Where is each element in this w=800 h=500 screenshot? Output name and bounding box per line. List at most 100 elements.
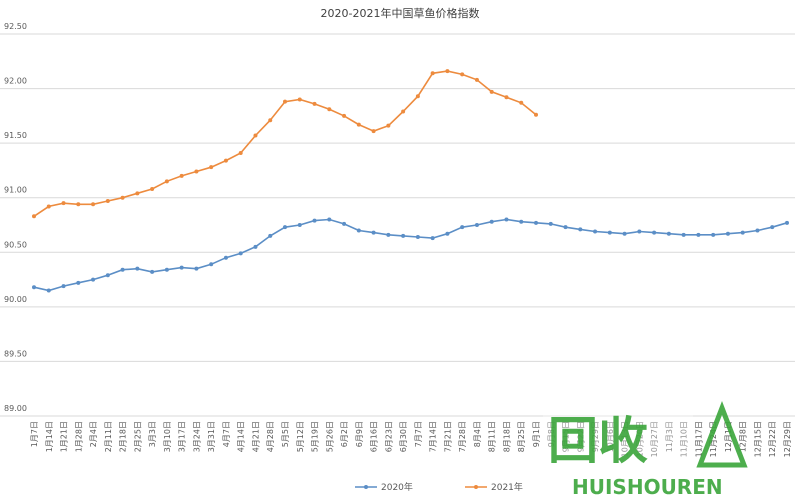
point xyxy=(504,95,509,100)
watermark-main: 回收 xyxy=(548,412,648,470)
x-tick-label: 8月4日 xyxy=(473,421,482,447)
x-tick-label: 8月11日 xyxy=(488,421,497,452)
point xyxy=(681,232,686,237)
y-tick-label: 91.50 xyxy=(4,131,27,140)
x-tick-label: 1月28日 xyxy=(74,421,83,452)
point xyxy=(46,288,51,293)
x-tick-label: 5月19日 xyxy=(311,421,320,452)
point xyxy=(253,244,258,249)
x-tick-label: 9月22日 xyxy=(576,421,585,452)
point xyxy=(519,100,524,105)
x-tick-label: 3月10日 xyxy=(163,421,172,452)
x-tick-label: 9月8日 xyxy=(547,421,556,447)
point xyxy=(607,230,612,235)
point xyxy=(415,235,420,240)
point xyxy=(785,220,789,225)
point xyxy=(578,227,583,232)
point xyxy=(342,221,347,226)
point xyxy=(164,267,169,272)
point xyxy=(238,251,243,256)
point xyxy=(637,229,642,234)
point xyxy=(209,165,214,170)
x-tick-label: 6月23日 xyxy=(384,421,393,452)
series-line xyxy=(33,218,788,292)
legend-marker xyxy=(474,485,478,489)
x-tick-label: 6月16日 xyxy=(370,421,379,452)
point xyxy=(593,229,598,234)
point xyxy=(76,202,81,207)
x-tick-label: 6月2日 xyxy=(340,421,349,447)
x-tick-label: 10月27日 xyxy=(650,421,659,457)
point xyxy=(474,77,479,82)
y-tick-label: 90.50 xyxy=(4,240,27,249)
point xyxy=(445,231,450,236)
x-tick-label: 6月9日 xyxy=(355,421,364,447)
point xyxy=(460,225,465,230)
point xyxy=(445,69,450,74)
x-tick-label: 7月14日 xyxy=(429,421,438,452)
point xyxy=(622,231,627,236)
point xyxy=(179,173,184,178)
point xyxy=(238,150,243,155)
point xyxy=(135,266,140,271)
x-tick-label: 12月22日 xyxy=(768,421,777,457)
point xyxy=(120,195,125,200)
y-tick-label: 92.50 xyxy=(4,22,27,31)
point xyxy=(268,233,273,238)
point xyxy=(76,280,81,285)
y-tick-label: 90.00 xyxy=(4,295,27,304)
x-tick-label: 11月24日 xyxy=(709,421,718,457)
point xyxy=(666,231,671,236)
x-tick-label: 11月17日 xyxy=(694,421,703,457)
x-tick-label: 9月29日 xyxy=(591,421,600,452)
point xyxy=(209,262,214,267)
point xyxy=(105,198,110,203)
point xyxy=(534,220,538,225)
x-tick-label: 7月7日 xyxy=(414,421,423,447)
point xyxy=(356,122,361,127)
x-tick-label: 12月15日 xyxy=(753,421,762,457)
x-tick-label: 1月14日 xyxy=(45,421,54,452)
point xyxy=(283,99,287,104)
point xyxy=(194,169,199,174)
point xyxy=(430,236,435,241)
y-tick-label: 89.00 xyxy=(4,404,27,413)
point xyxy=(164,179,169,184)
x-tick-label: 1月7日 xyxy=(30,421,39,447)
chart-title: 2020-2021年中国草鱼价格指数 xyxy=(321,6,480,20)
point xyxy=(223,158,228,163)
y-tick-label: 89.50 xyxy=(4,349,27,358)
point xyxy=(460,72,465,77)
point xyxy=(150,269,155,274)
point xyxy=(415,94,420,99)
point xyxy=(755,228,760,233)
legend-label: 2020年 xyxy=(381,481,413,493)
x-tick-label: 2月4日 xyxy=(89,421,98,447)
point xyxy=(61,284,66,289)
point xyxy=(194,266,199,271)
watermark-sub: HUISHOUREN xyxy=(572,475,723,499)
point xyxy=(371,230,376,235)
x-tick-label: 1月21日 xyxy=(60,421,69,452)
point xyxy=(327,107,332,112)
y-tick-label: 91.00 xyxy=(4,186,27,195)
x-tick-label: 2月11日 xyxy=(104,421,113,452)
x-tick-label: 11月10日 xyxy=(680,421,689,457)
x-tick-label: 5月26日 xyxy=(325,421,334,452)
x-tick-label: 9月1日 xyxy=(532,421,541,447)
point xyxy=(652,230,657,235)
point xyxy=(489,89,494,94)
x-tick-label: 3月17日 xyxy=(178,421,187,452)
x-tick-label: 7月21日 xyxy=(443,421,452,452)
point xyxy=(386,123,391,128)
point xyxy=(327,217,332,222)
x-tick-label: 4月7日 xyxy=(222,421,231,447)
point xyxy=(430,71,435,76)
point xyxy=(61,201,66,206)
point xyxy=(504,217,509,222)
point xyxy=(342,113,347,118)
x-tick-label: 2月25日 xyxy=(133,421,142,452)
point xyxy=(740,230,745,235)
point xyxy=(534,112,538,117)
